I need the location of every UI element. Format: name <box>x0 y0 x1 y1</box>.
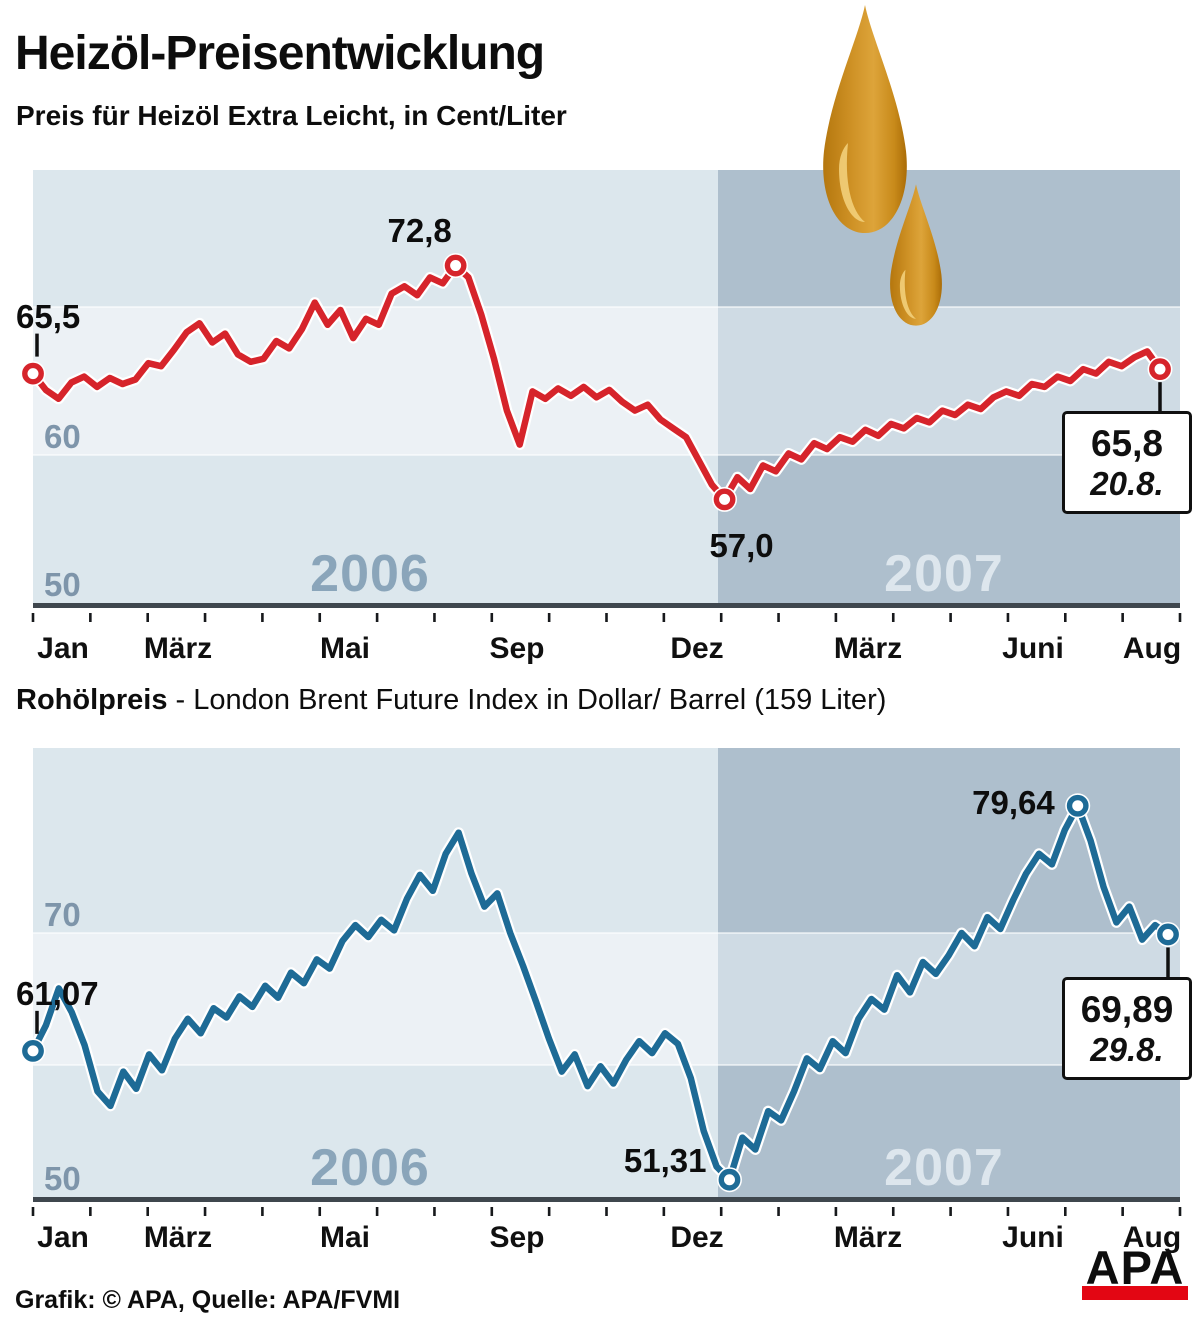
x-axis-tick <box>547 1207 551 1216</box>
x-axis-tick <box>318 1207 322 1216</box>
data-marker <box>713 488 736 511</box>
chart2-title-rest: - London Brent Future Index in Dollar/ B… <box>167 684 887 716</box>
x-axis-tick <box>662 613 666 622</box>
x-axis-tick <box>31 1207 35 1216</box>
x-axis-tick <box>146 1207 149 1216</box>
band-70-80 <box>33 748 718 933</box>
year-label: 2007 <box>884 1139 1004 1197</box>
x-axis-tick <box>662 1207 666 1216</box>
data-marker <box>718 1168 741 1191</box>
apa-logo: APA <box>1082 1241 1188 1300</box>
x-axis-bar <box>33 1197 1180 1202</box>
x-axis-tick <box>433 1207 436 1216</box>
x-axis-tick <box>89 1207 92 1216</box>
x-axis-tick <box>834 613 838 622</box>
x-axis-tick <box>719 1207 723 1216</box>
x-axis-tick <box>433 613 436 622</box>
x-axis-tick <box>891 613 895 622</box>
source-credit: Grafik: © APA, Quelle: APA/FVMI <box>15 1286 401 1314</box>
x-axis-tick <box>203 1207 207 1216</box>
x-axis-tick <box>719 613 723 622</box>
x-axis-tick <box>1006 1207 1010 1216</box>
x-axis-tick <box>1064 613 1067 622</box>
x-axis-tick <box>605 1207 608 1216</box>
series-line <box>29 262 1164 503</box>
x-axis-tick <box>777 613 780 622</box>
oil-drop-large <box>823 5 907 233</box>
x-axis-tick <box>261 1207 264 1216</box>
apa-logo-red-bar <box>1082 1285 1188 1300</box>
band-50-60 <box>33 1065 718 1197</box>
x-axis-tick <box>1178 1207 1182 1216</box>
x-axis-tick <box>203 613 207 622</box>
data-marker <box>1066 794 1089 817</box>
data-marker <box>22 1039 44 1062</box>
oil-drop-small <box>890 184 942 326</box>
series-line <box>29 802 1172 1183</box>
band-60-70 <box>33 307 718 455</box>
x-axis-tick <box>547 613 551 622</box>
data-marker <box>1149 358 1171 381</box>
x-axis-tick <box>891 1207 895 1216</box>
chart2-title: Rohölpreis - London Brent Future Index i… <box>16 684 886 717</box>
apa-logo-text: APA <box>1085 1241 1185 1294</box>
data-marker <box>444 254 467 277</box>
x-axis-tick <box>490 613 494 622</box>
oil-drops-icon <box>823 5 942 326</box>
band-60-70 <box>33 933 718 1065</box>
x-axis-tick <box>1121 613 1124 622</box>
x-axis-tick <box>949 613 952 622</box>
year-label: 2006 <box>310 1139 430 1197</box>
x-axis-tick <box>1064 1207 1067 1216</box>
x-axis-tick <box>375 1207 379 1216</box>
x-axis-tick <box>605 613 608 622</box>
data-marker <box>1157 923 1179 946</box>
x-axis-tick <box>949 1207 952 1216</box>
x-axis-tick <box>1006 613 1010 622</box>
x-axis-tick <box>375 613 379 622</box>
x-axis-tick <box>490 1207 494 1216</box>
x-axis-tick <box>31 613 35 622</box>
band-70-80 <box>718 170 1180 307</box>
page-title: Heizöl-Preisentwicklung <box>15 27 545 80</box>
band-50-60 <box>33 455 718 603</box>
year-label: 2006 <box>310 545 430 603</box>
chart2-title-bold: Rohölpreis <box>16 684 168 716</box>
band-70-80 <box>718 748 1180 933</box>
x-axis-tick <box>89 613 92 622</box>
chart1-subtitle: Preis für Heizöl Extra Leicht, in Cent/L… <box>16 100 567 131</box>
x-axis-tick <box>261 613 264 622</box>
year-label: 2007 <box>884 545 1004 603</box>
x-axis-bar <box>33 603 1180 608</box>
data-marker <box>22 362 44 385</box>
x-axis-tick <box>834 1207 838 1216</box>
x-axis-tick <box>318 613 322 622</box>
band-70-80 <box>33 170 718 307</box>
x-axis-tick <box>777 1207 780 1216</box>
x-axis-tick <box>146 613 149 622</box>
x-axis-tick <box>1121 1207 1124 1216</box>
x-axis-tick <box>1178 613 1182 622</box>
